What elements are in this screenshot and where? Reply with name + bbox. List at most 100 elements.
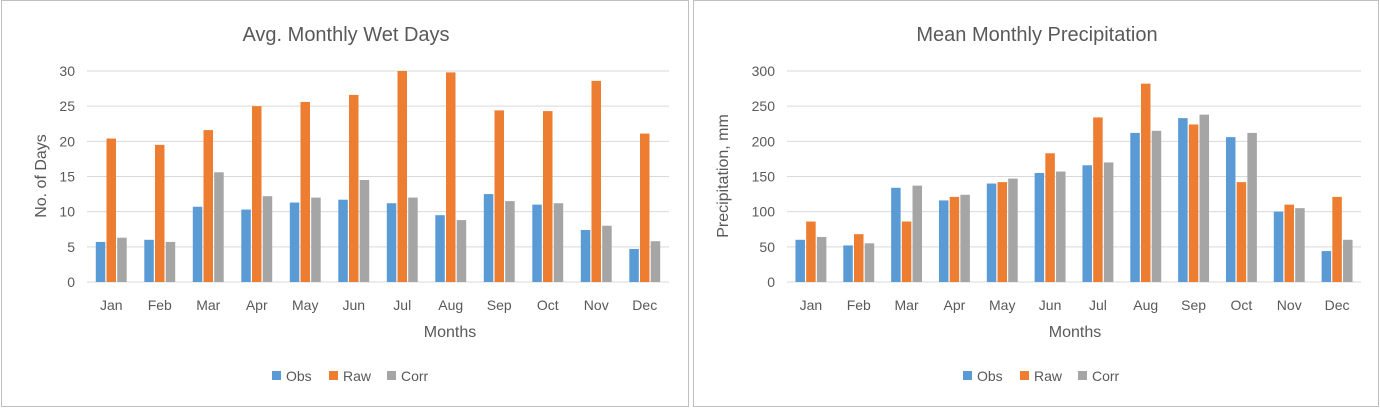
bar-raw-jan — [806, 221, 816, 282]
bar-obs-nov — [580, 229, 591, 282]
bar-raw-nov — [591, 80, 601, 282]
bar-obs-jan — [795, 239, 805, 282]
bar-raw-sep — [494, 110, 504, 283]
x-tick-label: Apr — [944, 297, 966, 313]
bar-raw-feb — [155, 144, 165, 282]
x-tick-label: Dec — [1325, 297, 1350, 313]
bar-obs-jun — [1034, 172, 1045, 282]
y-tick-label: 200 — [752, 133, 776, 149]
x-tick-label: Mar — [895, 297, 919, 313]
x-tick-label: Jul — [1089, 297, 1107, 313]
x-tick-label: Sep — [487, 297, 512, 313]
legend-swatch-raw — [1020, 371, 1029, 380]
chart-legend: Obs Raw Corr — [272, 368, 429, 384]
bar-corr-jul — [1103, 162, 1114, 282]
bar-raw-mar — [203, 130, 213, 282]
bar-obs-jan — [95, 241, 106, 282]
bar-obs-aug — [1130, 132, 1140, 282]
x-tick-label: Feb — [847, 297, 871, 313]
bar-raw-may — [997, 182, 1007, 282]
bar-raw-jun — [349, 94, 359, 282]
bar-raw-jan — [106, 138, 116, 282]
bar-raw-apr — [252, 106, 262, 283]
legend-label-corr: Corr — [1092, 368, 1120, 384]
bar-obs-feb — [144, 239, 154, 282]
bar-corr-jul — [408, 197, 418, 282]
bar-raw-dec — [640, 133, 650, 282]
bar-obs-jul — [1082, 165, 1092, 282]
x-tick-label: Dec — [632, 297, 657, 313]
bar-corr-jun — [1056, 171, 1066, 282]
x-tick-label: Aug — [1133, 297, 1158, 313]
bar-corr-aug — [1151, 130, 1162, 282]
x-tick-label: Sep — [1181, 297, 1206, 313]
bar-raw-may — [300, 101, 310, 283]
bar-raw-aug — [1141, 83, 1151, 282]
bar-corr-oct — [1247, 132, 1257, 282]
bar-raw-jul — [397, 71, 407, 282]
x-tick-label: Apr — [246, 297, 268, 313]
bar-raw-nov — [1284, 204, 1294, 282]
legend-label-obs: Obs — [977, 368, 1003, 384]
x-tick-label: Aug — [438, 297, 463, 313]
bar-corr-may — [1008, 178, 1018, 282]
x-tick-label: May — [292, 297, 318, 313]
bar-obs-feb — [843, 245, 853, 282]
bar-raw-jun — [1045, 153, 1055, 282]
chart-title: Mean Monthly Precipitation — [916, 24, 1157, 46]
bar-obs-apr — [241, 209, 251, 282]
bar-corr-nov — [1295, 208, 1305, 282]
bar-corr-feb — [864, 243, 875, 282]
bar-obs-dec — [629, 248, 639, 282]
bar-raw-sep — [1188, 124, 1199, 282]
legend-label-raw: Raw — [1034, 368, 1063, 384]
legend-swatch-corr — [1078, 371, 1087, 380]
legend-swatch-obs — [272, 371, 281, 380]
bar-corr-mar — [214, 172, 224, 282]
precipitation-chart: Mean Monthly Precipitation Months Precip… — [715, 24, 1361, 384]
x-tick-label: Nov — [584, 297, 609, 313]
y-tick-label: 250 — [752, 98, 776, 114]
y-tick-label: 50 — [759, 239, 775, 255]
bar-corr-jun — [359, 180, 370, 282]
y-tick-label: 0 — [767, 274, 775, 290]
bar-obs-dec — [1321, 251, 1332, 282]
bar-obs-apr — [938, 200, 949, 282]
x-tick-label: Oct — [537, 297, 559, 313]
bar-raw-jul — [1093, 117, 1103, 282]
bar-obs-sep — [1178, 118, 1188, 282]
bar-corr-apr — [960, 194, 970, 282]
bar-corr-jan — [816, 236, 827, 282]
legend-label-raw: Raw — [343, 368, 372, 384]
x-tick-label: May — [989, 297, 1015, 313]
bar-corr-feb — [165, 241, 176, 282]
legend-label-obs: Obs — [286, 368, 312, 384]
bar-corr-aug — [456, 220, 467, 282]
chart-legend: Obs Raw Corr — [963, 368, 1120, 384]
bar-corr-jan — [117, 237, 127, 282]
y-tick-label: 30 — [59, 63, 75, 79]
wet-days-chart: Avg. Monthly Wet Days Months No. of Days… — [33, 24, 669, 384]
x-axis-label: Months — [424, 324, 476, 341]
bar-corr-dec — [1343, 239, 1353, 282]
bar-corr-sep — [505, 201, 515, 282]
bar-obs-sep — [483, 194, 494, 282]
x-tick-label: Mar — [196, 297, 220, 313]
bar-corr-may — [311, 197, 321, 282]
legend-swatch-raw — [329, 371, 338, 380]
y-tick-label: 10 — [59, 204, 75, 220]
bar-obs-may — [289, 202, 300, 282]
bar-obs-jul — [386, 203, 397, 282]
y-tick-label: 15 — [59, 169, 75, 185]
y-tick-label: 20 — [59, 133, 75, 149]
y-tick-label: 300 — [752, 63, 776, 79]
bar-raw-dec — [1332, 196, 1342, 282]
x-tick-label: Oct — [1231, 297, 1253, 313]
precipitation-chart-panel: Mean Monthly Precipitation Months Precip… — [693, 0, 1379, 407]
bar-obs-may — [986, 183, 997, 282]
bar-obs-oct — [532, 204, 542, 282]
bar-raw-oct — [1236, 182, 1247, 282]
bar-corr-mar — [912, 185, 923, 282]
bar-obs-oct — [1225, 137, 1236, 282]
x-tick-label: Jan — [100, 297, 123, 313]
